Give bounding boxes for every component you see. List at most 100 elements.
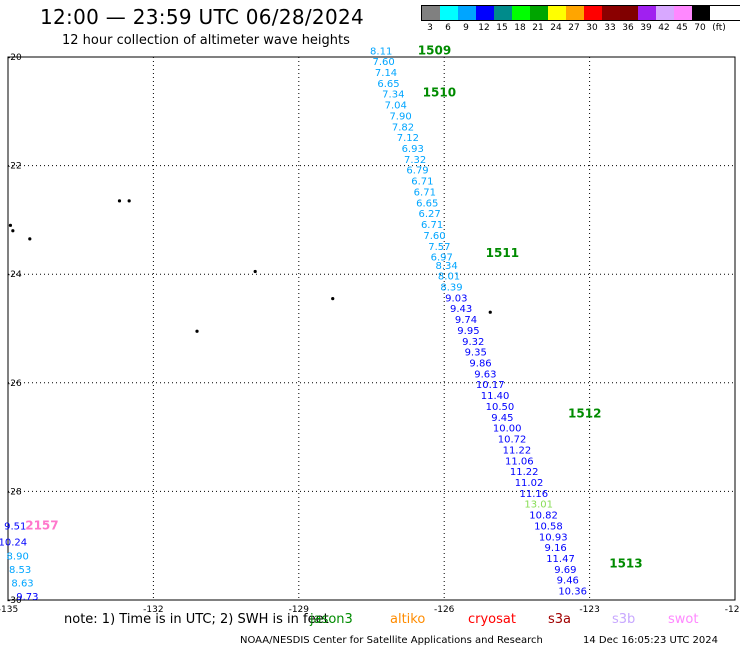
wave-height-value: 10.50 — [486, 402, 515, 413]
island-marker — [8, 223, 13, 227]
island-marker — [28, 237, 32, 241]
credit-text: NOAA/NESDIS Center for Satellite Applica… — [240, 635, 543, 646]
color-legend: 3 6 9 12 15 18 21 24 27 30 33 36 39 42 45 70 (ft) — [421, 5, 740, 35]
wave-height-value: 8.11 — [370, 46, 392, 57]
wave-height-value: 11.02 — [515, 478, 544, 489]
wave-height-value: 9.32 — [462, 337, 484, 348]
legend-swatch — [602, 6, 620, 20]
wave-height-value: 7.60 — [372, 57, 394, 68]
y-tick-label: -30 — [7, 596, 22, 606]
wave-height-value: 7.60 — [423, 231, 445, 242]
legend-label: 42 — [658, 23, 670, 33]
wave-height-value: 6.79 — [406, 166, 428, 177]
wave-height-value: 9.46 — [557, 576, 579, 587]
wave-height-value: 7.32 — [404, 155, 426, 166]
x-tick-label: -135 — [0, 605, 18, 615]
wave-height-value: 6.97 — [431, 253, 453, 264]
wave-height-value: 13.01 — [524, 500, 553, 511]
legend-label: 6 — [445, 23, 451, 33]
legend-label: 45 — [676, 23, 688, 33]
wave-height-value: 9.43 — [450, 304, 472, 315]
wave-height-value: 7.34 — [382, 90, 404, 101]
satellite-label: altiko — [390, 612, 426, 627]
island-marker — [117, 199, 122, 203]
legend-label: 21 — [532, 23, 544, 33]
pass-number-label: 1509 — [418, 43, 451, 57]
wave-height-value: 7.04 — [385, 101, 407, 112]
pass-number-label: 2157 — [25, 518, 58, 532]
wave-height-value: 6.71 — [414, 187, 436, 198]
y-tick-label: -20 — [7, 53, 22, 63]
wave-height-value: 9.03 — [445, 293, 467, 304]
wave-height-value: 6.65 — [416, 198, 438, 209]
wave-height-value: 8.63 — [11, 578, 33, 589]
wave-height-value: 9.35 — [465, 348, 487, 359]
wave-height-value: 11.22 — [503, 445, 532, 456]
legend-swatch — [566, 6, 584, 20]
wave-height-value: 10.58 — [534, 521, 563, 532]
legend-swatch — [440, 6, 458, 20]
island-marker — [253, 269, 257, 274]
wave-height-value: 7.82 — [392, 122, 414, 133]
map-subtitle: 12 hour collection of altimeter wave hei… — [62, 33, 350, 48]
pass-number-label: 1512 — [568, 407, 601, 421]
satellite-label: s3b — [612, 612, 636, 627]
wave-height-value: 9.69 — [554, 565, 576, 576]
satellite-label: s3a — [548, 612, 572, 627]
wave-height-value: 11.22 — [510, 467, 539, 478]
wave-height-value: 10.24 — [0, 538, 27, 549]
wave-height-value: 9.95 — [457, 326, 479, 337]
wave-height-value: 7.90 — [389, 111, 411, 122]
legend-label: 39 — [640, 23, 652, 33]
legend-swatch — [674, 6, 692, 20]
legend-label: (ft) — [712, 23, 726, 33]
legend-swatch — [656, 6, 674, 20]
wave-height-value: 7.57 — [428, 242, 450, 253]
wave-height-value: 6.93 — [402, 144, 424, 155]
legend-label: 18 — [514, 23, 526, 33]
wave-height-value: 6.71 — [421, 220, 443, 231]
legend-label: 27 — [568, 23, 580, 33]
satellite-label: cryosat — [468, 612, 516, 627]
wave-height-value: 10.36 — [558, 587, 587, 598]
map-frame — [7, 56, 736, 601]
legend-swatch — [638, 6, 656, 20]
legend-swatch — [422, 6, 440, 20]
footer-note: note: 1) Time is in UTC; 2) SWH is in fe… — [64, 612, 329, 627]
legend-label: 33 — [604, 23, 616, 33]
wave-height-value: 9.63 — [474, 369, 496, 380]
legend-swatch — [548, 6, 566, 20]
wave-height-value: 9.86 — [469, 359, 491, 370]
legend-label: 36 — [622, 23, 634, 33]
pass-number-label: 1511 — [486, 246, 519, 260]
wave-height-value: 8.90 — [7, 551, 29, 562]
legend-label: 70 — [694, 23, 706, 33]
pass-number-label: 1513 — [609, 556, 642, 570]
island-marker — [331, 297, 335, 301]
x-tick-label: -129 — [289, 605, 310, 615]
wave-height-value: 8.34 — [435, 261, 457, 272]
pass-number-label: 1510 — [423, 86, 456, 100]
legend-labels: 3 6 9 12 15 18 21 24 27 30 33 36 39 42 45 70 (ft) — [421, 21, 740, 35]
wave-height-value: 8.01 — [438, 272, 460, 283]
island-marker — [11, 229, 15, 233]
generated-date: 14 Dec 16:05:23 UTC 2024 — [583, 635, 718, 646]
wave-height-value: 8.53 — [9, 565, 31, 576]
island-marker — [127, 199, 131, 203]
legend-label: 3 — [427, 23, 433, 33]
x-tick-label: -120 — [725, 605, 740, 615]
wave-height-value: 6.27 — [419, 209, 441, 220]
y-tick-label: -24 — [7, 270, 22, 280]
wave-height-value: 9.51 — [4, 521, 26, 532]
x-tick-label: -126 — [434, 605, 455, 615]
wave-height-value: 9.45 — [491, 413, 513, 424]
satellite-label: swot — [668, 612, 699, 627]
wave-height-value: 7.12 — [397, 133, 419, 144]
legend-swatch — [530, 6, 548, 20]
legend-swatch — [620, 6, 638, 20]
wave-height-value: 11.06 — [505, 456, 534, 467]
wave-height-value: 6.71 — [411, 177, 433, 188]
wave-height-value: 11.16 — [520, 489, 549, 500]
wave-height-value: 8.39 — [440, 282, 462, 293]
